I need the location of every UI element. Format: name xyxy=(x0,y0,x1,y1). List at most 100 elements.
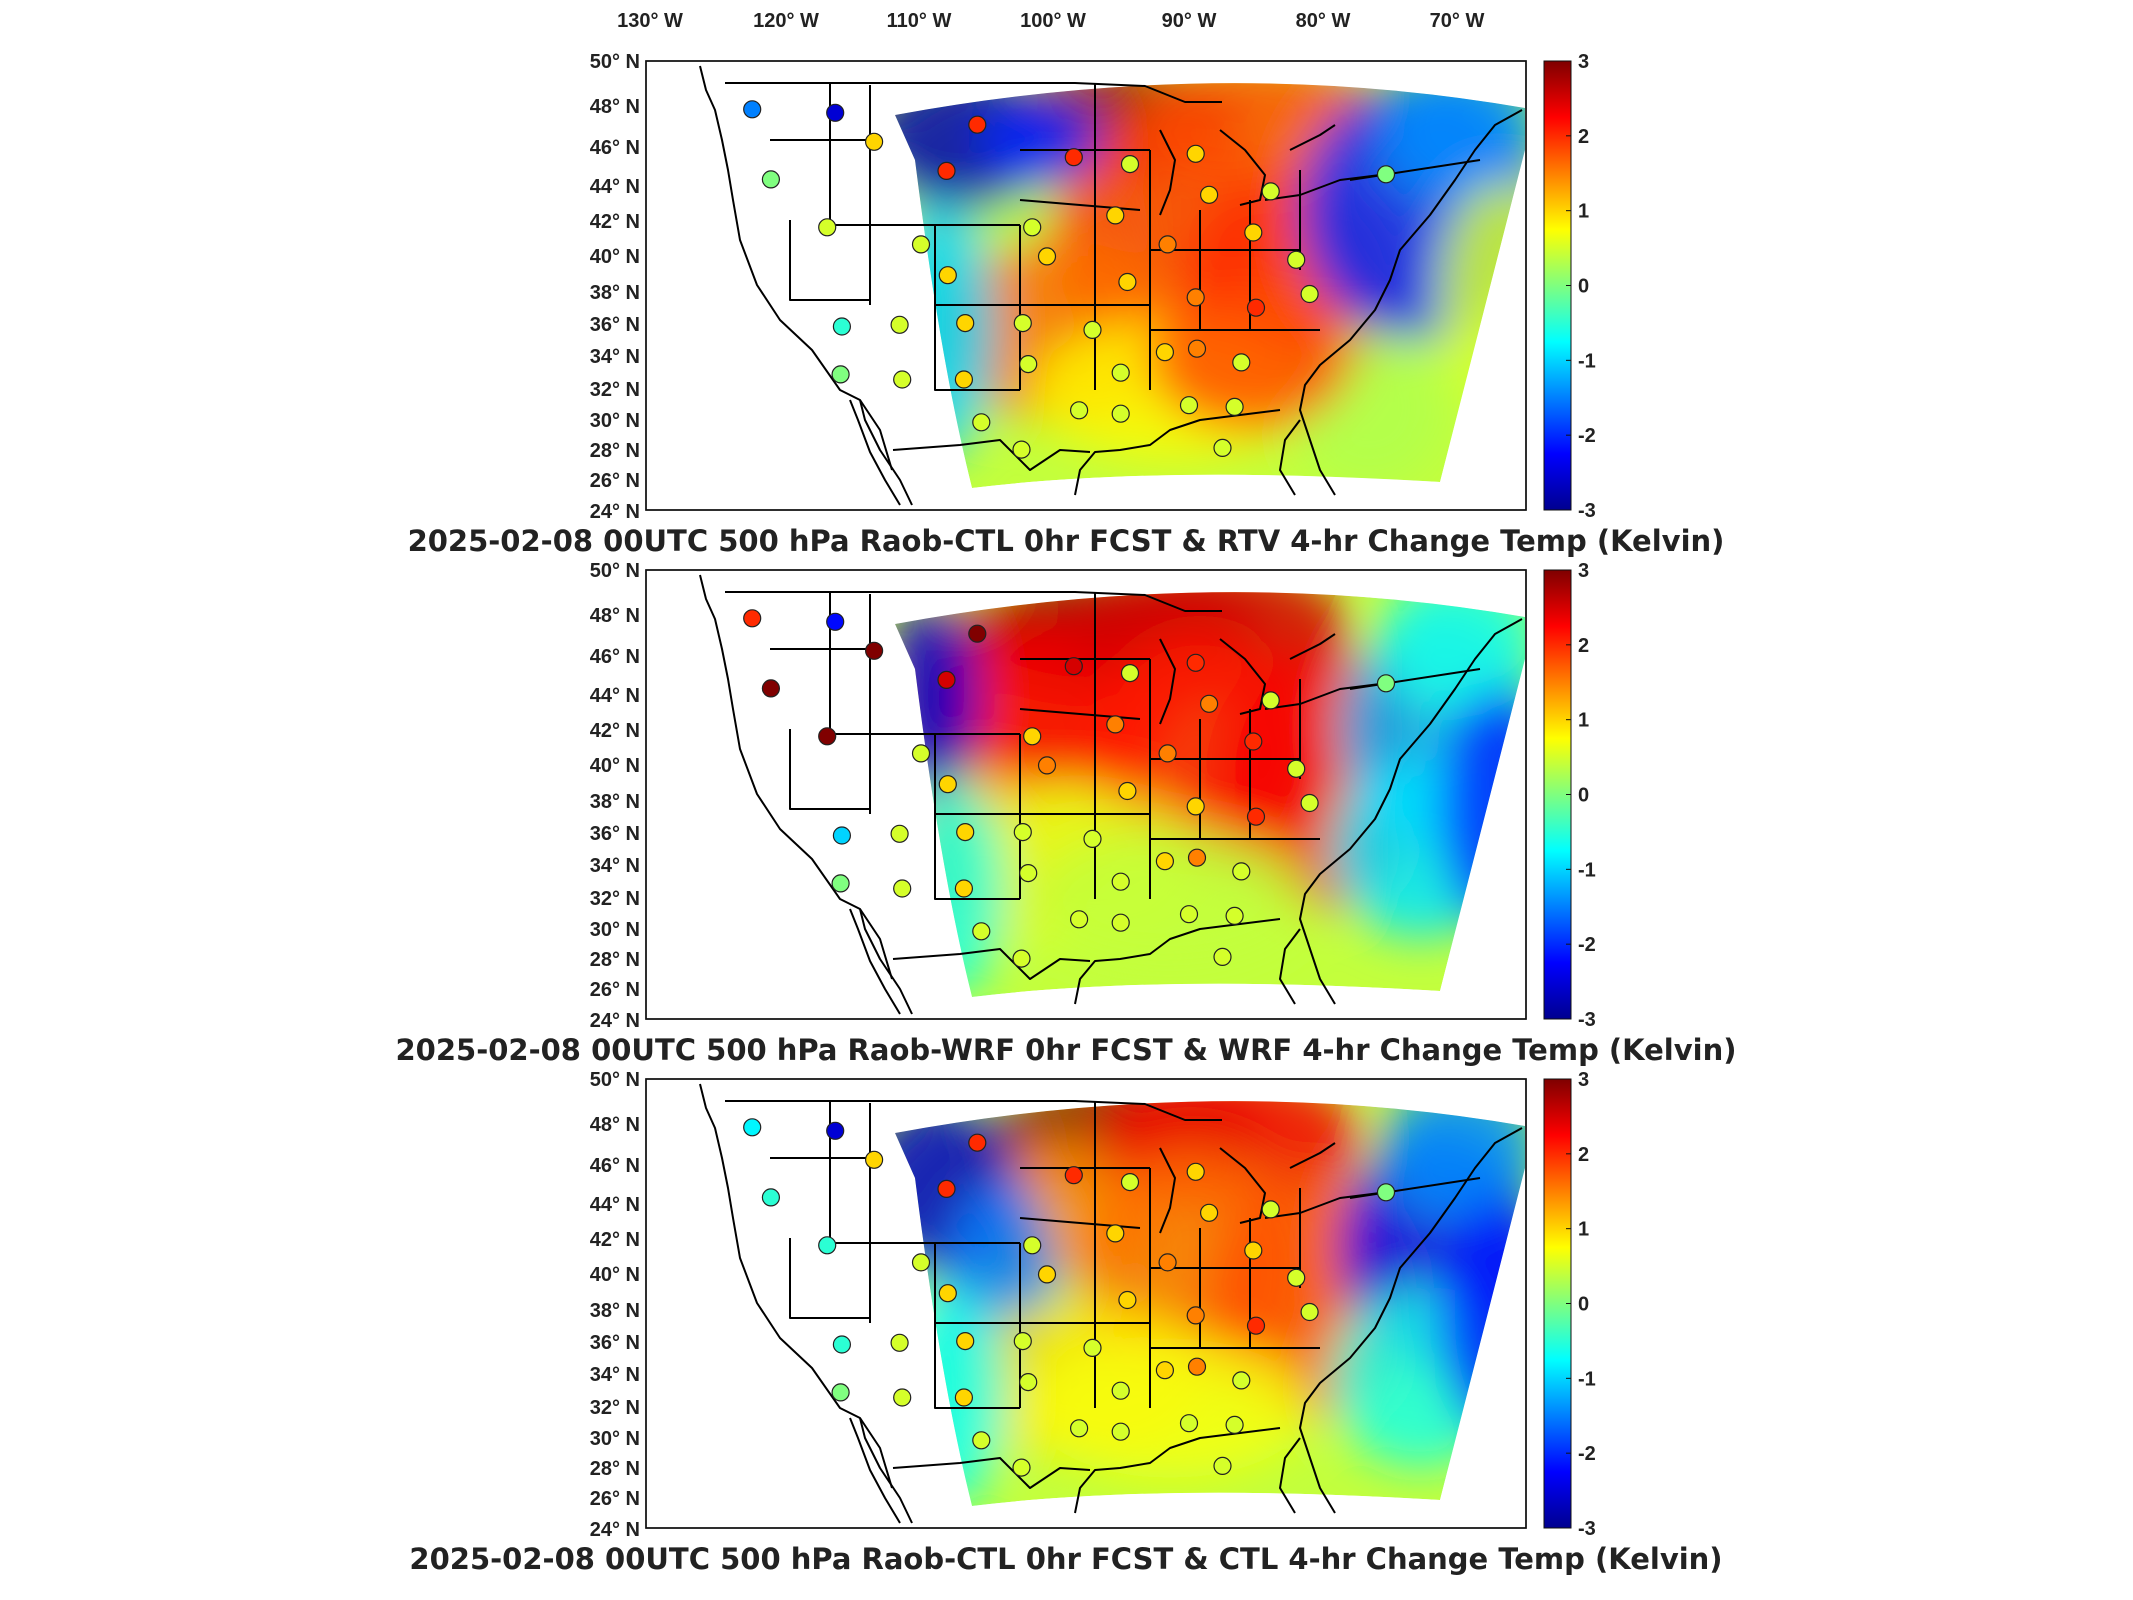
map-outlines xyxy=(699,65,1523,506)
raob-station xyxy=(1069,401,1089,420)
boundary-line xyxy=(849,1417,901,1524)
raob-station xyxy=(1111,404,1130,423)
raob-station xyxy=(1012,1458,1031,1477)
boundary-line xyxy=(1159,1147,1176,1234)
colorbar-tick-label: -3 xyxy=(1578,1518,1596,1540)
lat-label: 50° N xyxy=(590,560,640,582)
boundary-line xyxy=(1289,633,1336,660)
lat-label: 44° N xyxy=(590,176,640,198)
lon-label: 120° W xyxy=(753,10,819,32)
boundary-line xyxy=(1219,638,1266,715)
raob-station xyxy=(893,1388,912,1407)
raob-station xyxy=(890,1333,909,1352)
raob-station xyxy=(761,170,781,189)
raob-station xyxy=(1023,1236,1042,1255)
raob-station xyxy=(1187,339,1207,358)
boundary-line xyxy=(859,908,913,1015)
lat-label: 40° N xyxy=(590,755,640,777)
raob-station xyxy=(1106,1224,1125,1243)
raob-station xyxy=(1155,1361,1175,1380)
lat-label: 26° N xyxy=(590,1488,640,1510)
lat-label: 46° N xyxy=(590,137,640,159)
raob-station xyxy=(832,1335,852,1354)
raob-station xyxy=(832,317,852,336)
raob-station xyxy=(1300,793,1319,813)
boundary-line xyxy=(699,65,893,471)
boundary-line xyxy=(1279,928,1301,1005)
raob-station xyxy=(1261,691,1280,710)
lat-label: 36° N xyxy=(590,823,640,845)
boundary-line xyxy=(789,729,870,810)
colorbar-tick-label: 3 xyxy=(1578,1069,1589,1091)
raob-station xyxy=(1111,872,1130,891)
raob-station xyxy=(1111,1381,1130,1400)
raob-station xyxy=(1158,744,1177,763)
boundary-line xyxy=(1349,159,1481,181)
lat-labels: 50° N 48° N 46° N 44° N 42° N 40° N 38° N 36° N… xyxy=(590,51,640,523)
raob-station xyxy=(1213,438,1232,457)
raob-station xyxy=(1199,694,1219,713)
boundary-line xyxy=(1074,1427,1281,1514)
boundary-line xyxy=(1159,638,1176,725)
raob-station xyxy=(1186,1162,1205,1181)
colorbar-tick-label: -2 xyxy=(1578,425,1596,447)
raob-station xyxy=(1083,320,1102,339)
raob-stations xyxy=(743,100,1396,459)
colorbar-tick-label: -2 xyxy=(1578,934,1596,956)
colorbar-tick-label: -3 xyxy=(1578,500,1596,522)
raob-station xyxy=(1232,1371,1251,1390)
raob-station xyxy=(1158,235,1177,254)
lat-label: 24° N xyxy=(590,1519,640,1541)
boundary-line xyxy=(1074,409,1281,496)
boundary-line xyxy=(934,734,1020,900)
raob-station xyxy=(1225,1415,1244,1434)
lat-label: 42° N xyxy=(590,211,640,233)
raob-station xyxy=(1019,1373,1038,1392)
raob-station xyxy=(1064,1166,1083,1185)
raob-station xyxy=(1023,727,1042,746)
raob-station xyxy=(864,641,884,660)
boundary-line xyxy=(725,82,1222,103)
raob-station xyxy=(826,103,845,122)
boundary-line xyxy=(849,399,901,506)
raob-station xyxy=(1064,148,1083,167)
raob-station xyxy=(893,879,912,898)
raob-station xyxy=(890,824,909,843)
lat-label: 32° N xyxy=(590,1397,640,1419)
lat-label: 44° N xyxy=(590,1194,640,1216)
colorbar-tick-label: 3 xyxy=(1578,560,1589,582)
boundary-line xyxy=(789,1238,870,1319)
raob-station xyxy=(1019,355,1038,374)
lat-label: 36° N xyxy=(590,314,640,336)
colorbar-tick-label: 1 xyxy=(1578,710,1589,732)
raob-station xyxy=(831,1383,850,1402)
raob-station xyxy=(968,1133,987,1152)
raob-station xyxy=(956,1332,975,1351)
raob-station xyxy=(890,315,909,334)
raob-station xyxy=(911,744,931,763)
raob-station xyxy=(743,609,762,628)
lat-label: 50° N xyxy=(590,1069,640,1091)
raob-station xyxy=(1213,1456,1232,1475)
raob-station xyxy=(968,624,987,643)
lat-label: 28° N xyxy=(590,1458,640,1480)
lon-label: 110° W xyxy=(887,10,952,32)
raob-station xyxy=(831,365,850,384)
boundary-line xyxy=(1299,109,1523,496)
raob-station xyxy=(1261,1200,1280,1219)
raob-station xyxy=(1186,797,1205,816)
lat-label: 30° N xyxy=(590,1428,640,1450)
panel-title: 2025-02-08 00UTC 500 hPa Raob-CTL 0hr FC… xyxy=(408,524,1725,558)
boundary-line xyxy=(1219,129,1266,206)
lat-label: 30° N xyxy=(590,919,640,941)
raob-stations xyxy=(743,1118,1396,1477)
raob-station xyxy=(1069,910,1089,929)
field-blob xyxy=(1030,1338,1310,1478)
lon-label: 100° W xyxy=(1020,10,1086,32)
raob-station xyxy=(1037,756,1057,775)
raob-station xyxy=(1158,1253,1177,1272)
raob-station xyxy=(1225,397,1244,416)
raob-station xyxy=(1037,247,1057,266)
lat-label: 36° N xyxy=(590,1332,640,1354)
